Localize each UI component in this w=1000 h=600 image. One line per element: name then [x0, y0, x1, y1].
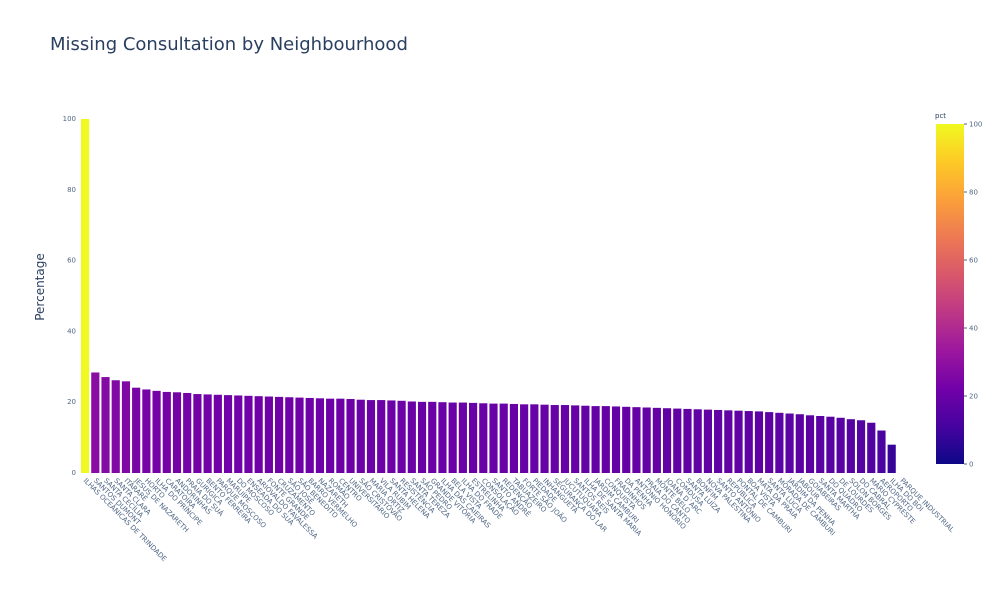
colorbar-title: pct [935, 112, 946, 120]
bar [121, 381, 131, 473]
bar [540, 404, 549, 473]
y-tick-label: 80 [67, 186, 76, 194]
bar [560, 405, 570, 473]
colorbar-tick-label: 0 [969, 461, 973, 469]
bar [836, 417, 845, 473]
bar [499, 403, 508, 473]
bar [744, 411, 753, 473]
bar [213, 394, 222, 473]
bar [479, 403, 488, 473]
bar [734, 410, 743, 473]
bar [662, 408, 672, 473]
bar [520, 404, 529, 473]
bar [591, 406, 600, 473]
bar [111, 380, 120, 473]
bar [673, 408, 682, 473]
bar [468, 402, 478, 473]
colorbar [936, 124, 964, 464]
bar [724, 410, 733, 473]
bar [203, 394, 212, 473]
bar [765, 412, 774, 473]
bar [223, 395, 233, 473]
bar [234, 395, 243, 473]
bar [142, 389, 151, 473]
bar [183, 392, 192, 473]
bar [581, 405, 590, 473]
y-axis-title: Percentage [33, 253, 47, 321]
bar [693, 409, 702, 473]
colorbar-tick-label: 60 [969, 257, 978, 265]
bar [172, 392, 182, 473]
bar [805, 415, 815, 473]
y-tick-label: 100 [63, 115, 76, 123]
bar [346, 399, 355, 473]
bar [254, 396, 263, 473]
bar [550, 405, 559, 473]
colorbar-tick-label: 80 [969, 189, 978, 197]
bar [336, 398, 345, 473]
bar [856, 420, 866, 473]
bar [428, 401, 437, 473]
bar [264, 396, 273, 473]
colorbar-tick-label: 20 [969, 393, 978, 401]
bar [887, 444, 896, 473]
bar [275, 396, 284, 473]
bar [417, 401, 427, 473]
bar [295, 397, 304, 473]
bar [509, 403, 519, 473]
bar [387, 400, 396, 473]
bar [601, 406, 610, 473]
bar [785, 413, 794, 473]
colorbar-tick-label: 40 [969, 325, 978, 333]
bar [285, 397, 294, 473]
bar [795, 414, 804, 473]
bar [714, 409, 723, 473]
bar [407, 401, 416, 473]
bar [438, 402, 447, 473]
bar [489, 403, 498, 473]
y-tick-label: 40 [67, 327, 76, 335]
bar [315, 398, 325, 473]
bar [826, 416, 835, 473]
bar [458, 402, 467, 473]
bar [775, 412, 784, 473]
bar [754, 411, 764, 473]
bar [152, 390, 161, 473]
bar [326, 398, 335, 473]
bar [632, 407, 641, 473]
y-tick-label: 60 [67, 257, 76, 265]
bar [816, 416, 825, 473]
bar [132, 387, 141, 473]
bar [846, 419, 855, 473]
bar [703, 409, 712, 473]
bar [571, 405, 580, 473]
bar [611, 406, 621, 473]
bar [101, 377, 110, 473]
bar [652, 407, 661, 473]
bar [622, 406, 631, 473]
chart-title: Missing Consultation by Neighbourhood [50, 34, 408, 55]
y-tick-label: 20 [67, 398, 76, 406]
colorbar-tick-label: 100 [969, 121, 982, 129]
bar [244, 395, 253, 473]
bar [448, 402, 457, 473]
bar [193, 394, 202, 473]
bar [305, 397, 314, 473]
bar [162, 391, 171, 473]
bar [81, 119, 90, 473]
bar [377, 400, 386, 473]
bar [642, 407, 651, 473]
bar [683, 408, 692, 473]
bar [356, 399, 365, 473]
bar [867, 422, 876, 473]
y-tick-label: 0 [72, 469, 76, 477]
bar [366, 400, 376, 473]
bar [397, 400, 406, 473]
bar [877, 430, 886, 473]
bar [91, 372, 100, 473]
bar [530, 404, 539, 473]
